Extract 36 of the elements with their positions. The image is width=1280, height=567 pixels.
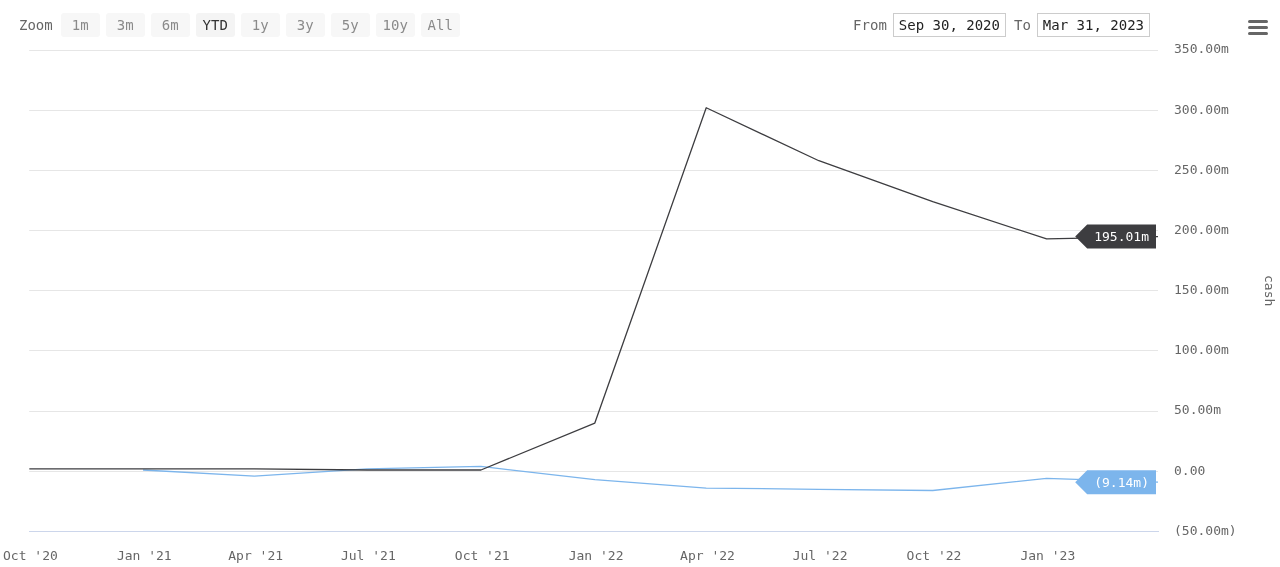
text: To — [1013, 17, 1031, 33]
x-tick-label: Jul '21 — [340, 547, 396, 563]
y-tick-label: 300.00m — [1174, 101, 1229, 117]
y-axis-title: cash — [1261, 275, 1277, 307]
text: 3y — [285, 13, 325, 37]
x-tick-label: Oct '21 — [454, 547, 510, 563]
text: All — [420, 13, 460, 37]
y-tick-label: 200.00m — [1174, 221, 1229, 237]
text: 3m — [105, 13, 145, 37]
y-tick-label: 50.00m — [1174, 402, 1222, 418]
y-tick-label: 250.00m — [1174, 161, 1229, 177]
y-tick-label: 100.00m — [1174, 342, 1229, 358]
text: From — [853, 17, 887, 33]
data-label: 195.01m — [1094, 228, 1150, 244]
x-tick-label: Jan '21 — [116, 547, 172, 563]
text: 10y — [375, 13, 415, 37]
x-tick-label: Apr '21 — [228, 547, 284, 563]
text: 1m — [60, 13, 100, 37]
x-tick-label: Jan '23 — [1020, 547, 1076, 563]
text: Sep 30, 2020 — [892, 13, 1006, 37]
text: Mar 31, 2023 — [1036, 13, 1150, 37]
y-tick-label: 150.00m — [1174, 282, 1229, 298]
text: 6m — [150, 13, 190, 37]
x-tick-label: Apr '22 — [680, 547, 735, 563]
text: Zoom — [19, 17, 53, 33]
text: YTD — [195, 13, 235, 37]
y-tick-label: 0.00 — [1174, 462, 1206, 478]
text: 1y — [240, 13, 280, 37]
x-tick-label: Jul '22 — [792, 547, 848, 563]
x-tick-label: Jan '22 — [568, 547, 624, 563]
y-tick-label: (50.00m) — [1174, 522, 1237, 538]
data-label: (9.14m) — [1094, 474, 1150, 490]
x-tick-label: Oct '22 — [906, 547, 962, 563]
text: 5y — [330, 13, 370, 37]
y-tick-label: 350.00m — [1174, 41, 1229, 57]
x-tick-label: Oct '20 — [3, 547, 58, 563]
